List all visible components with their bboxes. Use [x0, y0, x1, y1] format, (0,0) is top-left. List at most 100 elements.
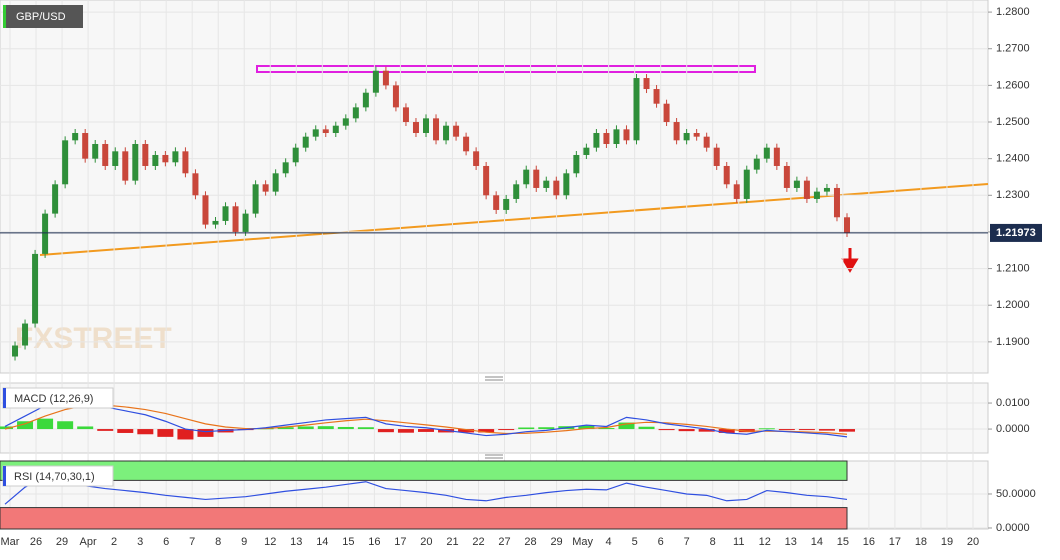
resize-handle[interactable] [485, 454, 503, 459]
candle [102, 143, 109, 166]
candle [813, 191, 820, 199]
candle [62, 140, 69, 185]
resistance-box [256, 65, 756, 73]
rsi-title: RSI (14,70,30,1) [14, 471, 95, 483]
candle [583, 147, 590, 155]
candle [312, 129, 319, 137]
x-tick-label: 20 [967, 536, 979, 548]
macd-histogram-bar [658, 429, 675, 431]
macd-panel [0, 382, 989, 454]
resize-handle[interactable] [485, 376, 503, 381]
candle [322, 129, 329, 134]
macd-histogram-bar [57, 421, 74, 430]
macd-histogram-bar [397, 429, 414, 433]
candle [573, 154, 580, 174]
x-tick-label: 20 [420, 536, 432, 548]
x-tick-label: 13 [785, 536, 797, 548]
candle [833, 187, 840, 218]
candle [282, 162, 289, 174]
candle [372, 70, 379, 93]
y-tick-label: 1.2700 [996, 43, 1030, 55]
macd-histogram-bar [718, 429, 735, 433]
candle [242, 213, 249, 232]
candle [633, 78, 640, 141]
macd-histogram-bar [277, 427, 294, 430]
macd-histogram-bar [839, 429, 855, 432]
candle [152, 154, 159, 166]
macd-histogram-bar [418, 429, 434, 432]
x-tick-label: 16 [368, 536, 380, 548]
y-tick-label: 0.0100 [996, 397, 1030, 409]
x-tick-label: 17 [394, 536, 406, 548]
candle [613, 129, 620, 144]
y-tick-label: 1.2100 [996, 262, 1030, 274]
candle [72, 133, 79, 141]
macd-histogram-bar [157, 429, 174, 437]
candle [362, 92, 369, 108]
macd-histogram-bar [598, 428, 615, 430]
down-arrow [841, 248, 859, 273]
x-tick-label: 18 [915, 536, 927, 548]
macd-histogram-bar [478, 429, 495, 433]
x-tick-label: 21 [446, 536, 458, 548]
candle [453, 125, 460, 137]
candle [603, 133, 610, 144]
x-tick-label: 6 [163, 536, 169, 548]
candle [693, 133, 700, 137]
candle [503, 198, 510, 210]
macd-histogram-bar [377, 429, 394, 433]
y-tick-label: 1.1900 [996, 336, 1030, 348]
candle [623, 129, 630, 141]
candle [12, 345, 19, 357]
x-tick-label: 9 [241, 536, 247, 548]
candle [222, 206, 229, 221]
candle [262, 184, 269, 192]
candle [563, 173, 570, 196]
x-tick-label: 28 [524, 536, 536, 548]
x-tick-label: 8 [710, 536, 716, 548]
candle [272, 173, 279, 192]
candle [773, 147, 780, 166]
macd-histogram-bar [37, 418, 54, 430]
x-tick-label: 29 [56, 536, 68, 548]
badge-accent [3, 5, 6, 28]
macd-histogram-bar [538, 427, 555, 430]
candle [172, 151, 179, 163]
candle [763, 147, 770, 159]
candle [803, 180, 810, 199]
macd-histogram-bar [678, 429, 695, 432]
macd-histogram-bar [337, 426, 354, 430]
x-tick-label: 14 [811, 536, 823, 548]
candle [423, 118, 429, 134]
candle [202, 195, 209, 225]
candle [513, 184, 520, 199]
candle [753, 158, 760, 170]
candle [122, 151, 129, 181]
candle [823, 187, 830, 192]
x-tick-label: 8 [215, 536, 221, 548]
candle [212, 220, 219, 225]
macd-histogram-bar [698, 429, 715, 432]
candle [543, 180, 550, 188]
last-price-box [990, 223, 1042, 242]
x-tick-label: 13 [290, 536, 302, 548]
symbol-badge[interactable] [3, 5, 83, 28]
macd-histogram-bar [0, 426, 13, 430]
x-tick-label: 29 [550, 536, 562, 548]
candle [402, 107, 409, 123]
x-tick-label: 27 [498, 536, 510, 548]
macd-histogram-bar [798, 429, 815, 431]
macd-histogram-bar [578, 425, 595, 430]
y-tick-label: 1.2500 [996, 116, 1030, 128]
macd-histogram-bar [458, 429, 475, 433]
macd-histogram-bar [17, 421, 34, 430]
candle [22, 323, 29, 346]
candle [232, 206, 239, 232]
x-tick-label: 6 [658, 536, 664, 548]
macd-histogram-bar [618, 422, 635, 430]
candle [443, 125, 450, 141]
macd-histogram-bar [137, 429, 154, 435]
candle [553, 180, 560, 196]
candle [132, 143, 139, 181]
